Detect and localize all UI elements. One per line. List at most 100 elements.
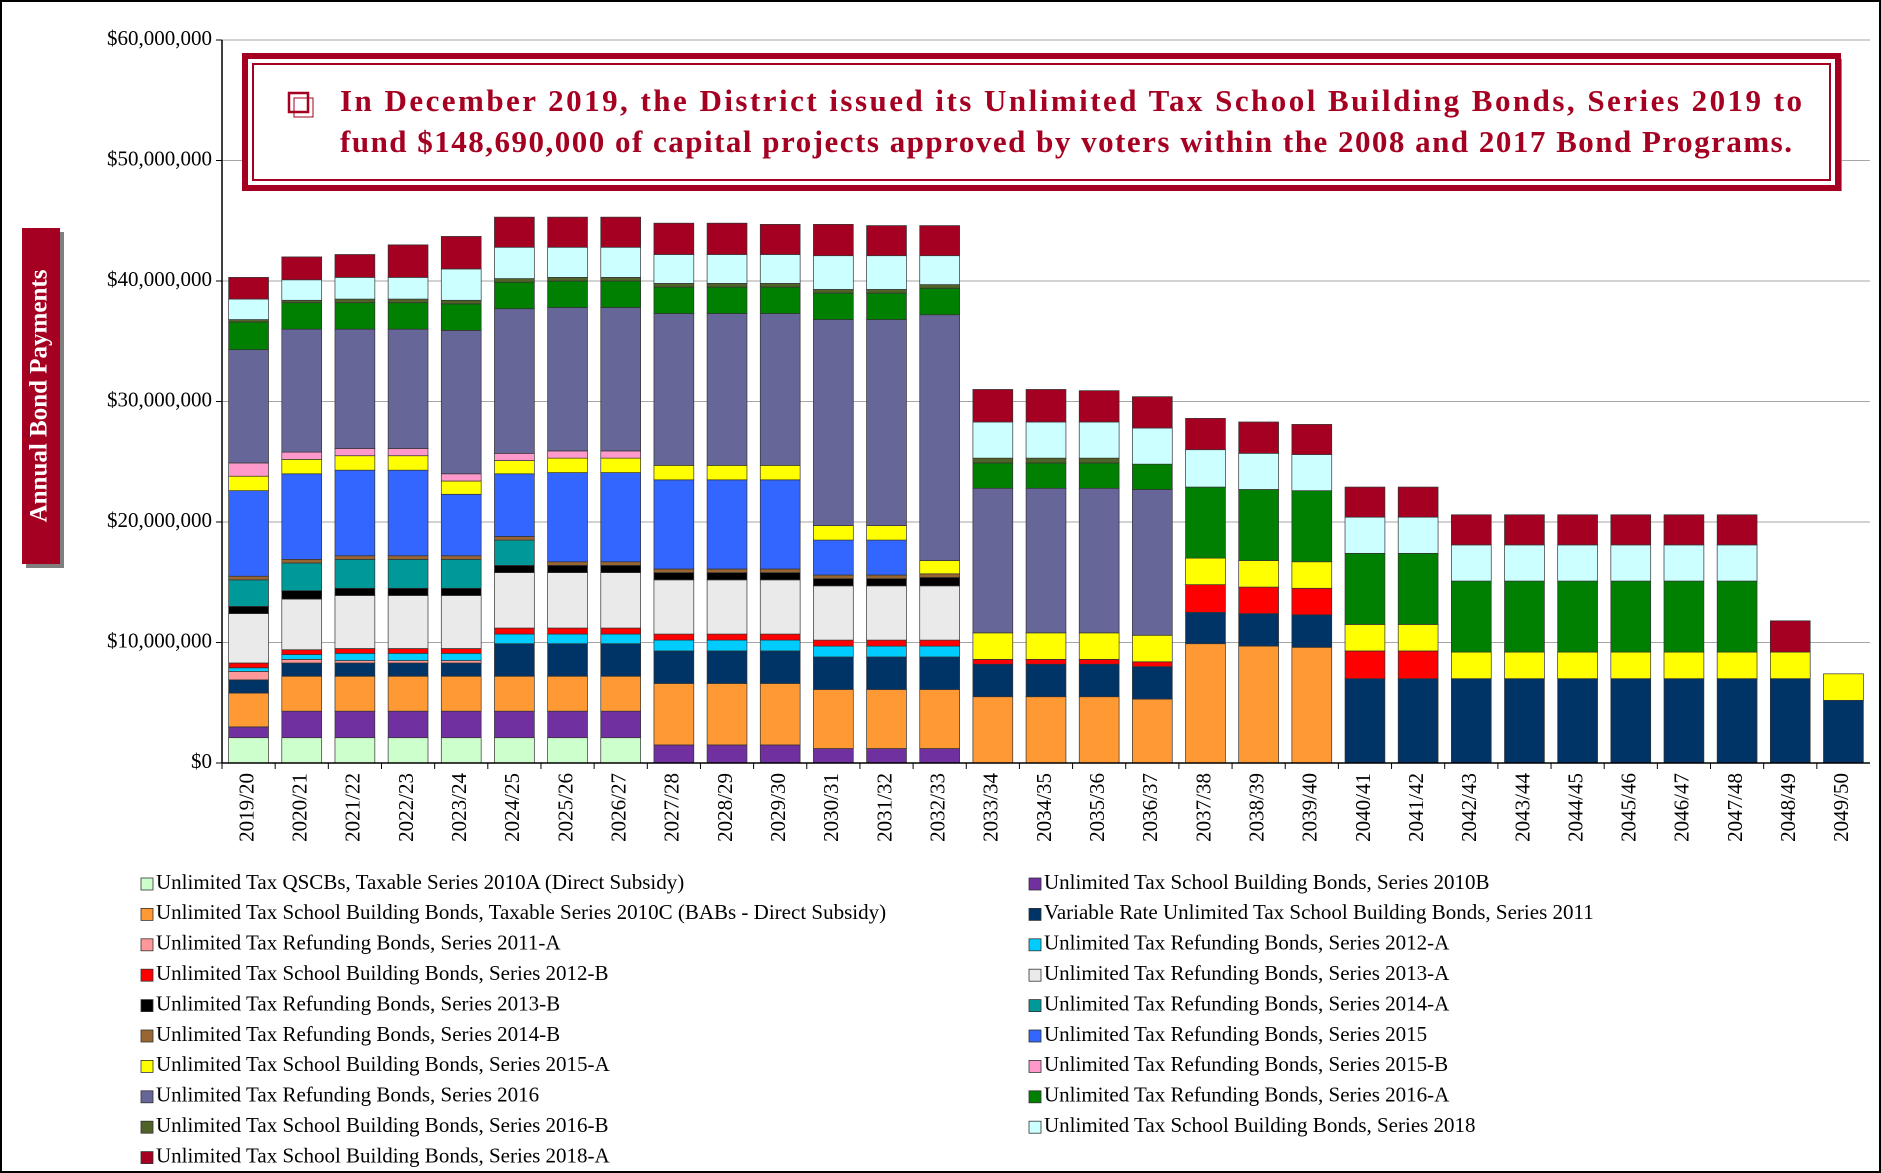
bar-segment (653, 683, 695, 746)
bar-segment (706, 286, 748, 314)
bar-segment (866, 748, 907, 764)
x-tick-label: 2026/27 (607, 773, 631, 842)
bar-segment (440, 595, 482, 649)
bar-segment (228, 319, 269, 323)
bar-segment (387, 298, 429, 304)
bar-segment (866, 574, 907, 579)
bar-segment (440, 480, 482, 495)
bar-segment (1025, 457, 1067, 464)
bar-segment (653, 254, 695, 284)
bar-segment (866, 292, 907, 320)
bar-segment (706, 650, 748, 684)
bar-segment (759, 465, 801, 481)
bar-segment (972, 457, 1014, 464)
bar-segment (334, 469, 376, 557)
bar-segment (387, 675, 429, 712)
bar-segment (494, 308, 535, 454)
bar-segment (440, 303, 482, 331)
bar-segment (440, 662, 482, 677)
callout-text: In December 2019, the District issued it… (340, 83, 1802, 118)
bar-segment (547, 246, 588, 278)
bar-segment (1291, 561, 1333, 589)
bar-segment (1716, 514, 1758, 546)
bar-segment (281, 737, 323, 764)
bar-segment (387, 737, 429, 764)
bar-segment (440, 737, 482, 764)
bar-segment (1610, 544, 1652, 582)
bar-segment (1557, 678, 1598, 764)
bar-segment (440, 710, 482, 739)
bar-segment (813, 574, 854, 579)
x-tick-label: 2034/35 (1032, 773, 1056, 842)
x-tick-label: 2024/25 (500, 773, 524, 842)
bar-segment (1132, 463, 1173, 490)
bar-segment (706, 683, 748, 746)
bar-segment (813, 656, 854, 690)
legend-swatch (140, 877, 154, 891)
bar-segment (600, 565, 641, 573)
bar-segment (1344, 650, 1386, 679)
x-tick-label: 2040/41 (1351, 773, 1375, 842)
bar-segment (547, 307, 588, 452)
bar-segment (1238, 421, 1279, 454)
bar-segment (600, 643, 641, 677)
bar-segment (1132, 666, 1173, 700)
bar-segment (281, 590, 323, 600)
bar-segment (281, 458, 323, 475)
bar-segment (706, 744, 748, 764)
bar-segment (228, 692, 269, 728)
bar-segment (440, 559, 482, 589)
bar-segment (228, 490, 269, 577)
bar-segment (866, 689, 907, 749)
bar-segment (972, 632, 1014, 660)
bar-segment (972, 389, 1014, 423)
bar-segment (653, 283, 695, 288)
bar-segment (813, 525, 854, 541)
bar-segment (759, 744, 801, 764)
bar-segment (866, 319, 907, 526)
bar-segment (1078, 390, 1120, 423)
bar-segment (1716, 544, 1758, 582)
bar-segment (866, 255, 907, 290)
bar-segment (653, 286, 695, 314)
legend-label: Unlimited Tax School Building Bonds, Ser… (1044, 870, 1490, 894)
bar-segment (1025, 487, 1067, 634)
bar-segment (1397, 624, 1439, 652)
bar-segment (866, 645, 907, 658)
bar-segment (759, 313, 801, 466)
bar-segment (387, 710, 429, 739)
bar-segment (813, 255, 854, 290)
bar-segment (1185, 643, 1226, 764)
bar-segment (387, 244, 429, 278)
bar-segment (866, 639, 907, 647)
bar-segment (813, 539, 854, 576)
bar-segment (547, 710, 588, 739)
bar-segment (547, 561, 588, 566)
bar-segment (1344, 516, 1386, 554)
bar-segment (866, 525, 907, 541)
bar-segment (334, 277, 376, 300)
x-tick-label: 2037/38 (1191, 773, 1215, 842)
legend-swatch (140, 1151, 154, 1164)
bar-segment (1344, 552, 1386, 625)
bar-segment (1397, 650, 1439, 679)
legend-label: Unlimited Tax School Building Bonds, Ser… (156, 1113, 609, 1137)
bar-segment (387, 328, 429, 449)
legend-swatch (140, 1090, 154, 1104)
bar-segment (813, 319, 854, 526)
bar-segment (334, 737, 376, 764)
callout-bullet (287, 91, 310, 114)
x-tick-label: 2047/48 (1723, 773, 1747, 842)
bar-segment (1344, 678, 1386, 764)
legend-label: Unlimited Tax Refunding Bonds, Series 20… (1044, 1022, 1427, 1046)
bar-segment (1185, 612, 1226, 645)
bar-segment (1078, 663, 1120, 698)
legend-label: Unlimited Tax School Building Bonds, Ser… (1044, 1113, 1476, 1137)
bar-segment (547, 737, 588, 764)
x-tick-label: 2049/50 (1829, 773, 1853, 842)
bar-segment (228, 662, 269, 669)
bar-segment (228, 579, 269, 607)
bar-segment (387, 302, 429, 330)
bar-segment (600, 216, 641, 248)
